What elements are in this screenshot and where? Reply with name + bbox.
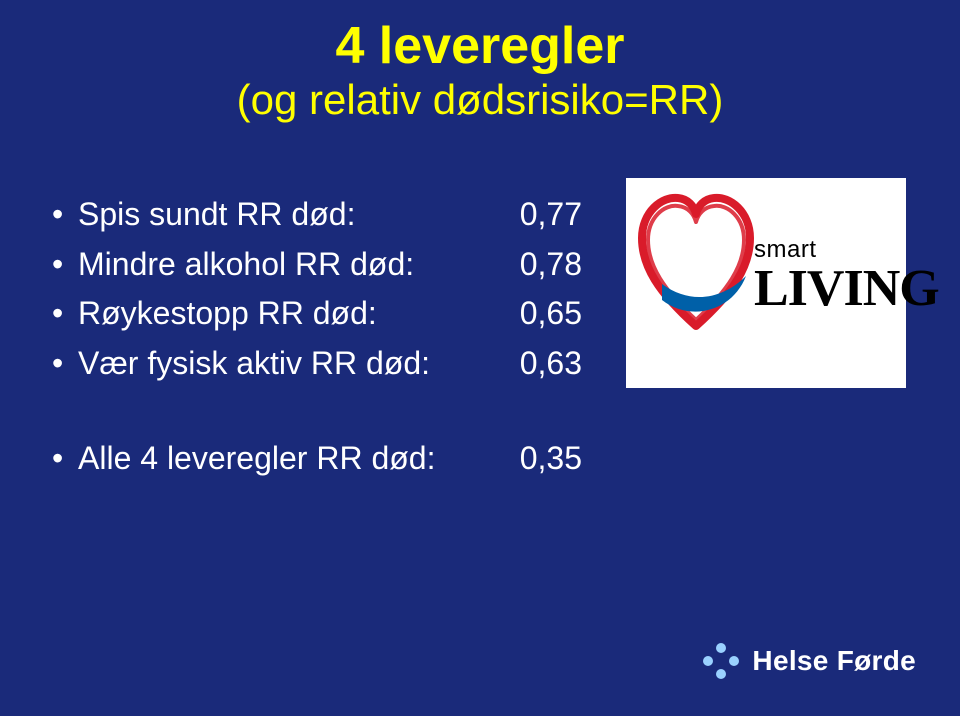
- slide: 4 leveregler (og relativ dødsrisiko=RR) …: [0, 0, 960, 716]
- smart-living-logo: smart LIVING: [626, 178, 906, 388]
- bullet-list: • Spis sundt RR død: 0,77 • Mindre alkoh…: [52, 190, 612, 484]
- bullet-label: Spis sundt RR død:: [78, 190, 355, 240]
- footer-logo: Helse Førde: [700, 640, 916, 682]
- slide-subtitle: (og relativ dødsrisiko=RR): [60, 77, 900, 123]
- bullet-label: Vær fysisk aktiv RR død:: [78, 339, 430, 389]
- summary-label: Alle 4 leveregler RR død:: [78, 434, 435, 484]
- bullet-value: 0,63: [520, 339, 612, 389]
- living-label: LIVING: [754, 264, 939, 313]
- bullet-dot: •: [52, 434, 78, 484]
- bullet-dot: •: [52, 289, 78, 339]
- bullet-value: 0,77: [520, 190, 612, 240]
- bullet-item: • Mindre alkohol RR død: 0,78: [52, 240, 612, 290]
- bullet-item: • Røykestopp RR død: 0,65: [52, 289, 612, 339]
- bullet-label: Mindre alkohol RR død:: [78, 240, 414, 290]
- slide-title: 4 leveregler: [60, 18, 900, 75]
- title-block: 4 leveregler (og relativ dødsrisiko=RR): [60, 18, 900, 123]
- smart-living-text: smart LIVING: [754, 236, 939, 313]
- bullet-item: • Vær fysisk aktiv RR død: 0,63: [52, 339, 612, 389]
- bullet-label: Røykestopp RR død:: [78, 289, 377, 339]
- bullet-dot: •: [52, 240, 78, 290]
- bullet-dot: •: [52, 190, 78, 240]
- summary-value: 0,35: [520, 434, 612, 484]
- heart-icon: [638, 188, 754, 338]
- footer-brand-name: Helse Førde: [752, 645, 916, 677]
- bullet-value: 0,65: [520, 289, 612, 339]
- bullet-value: 0,78: [520, 240, 612, 290]
- bullet-item: • Spis sundt RR død: 0,77: [52, 190, 612, 240]
- bullet-dot: •: [52, 339, 78, 389]
- helse-forde-icon: [700, 640, 742, 682]
- bullet-item-summary: • Alle 4 leveregler RR død: 0,35: [52, 434, 612, 484]
